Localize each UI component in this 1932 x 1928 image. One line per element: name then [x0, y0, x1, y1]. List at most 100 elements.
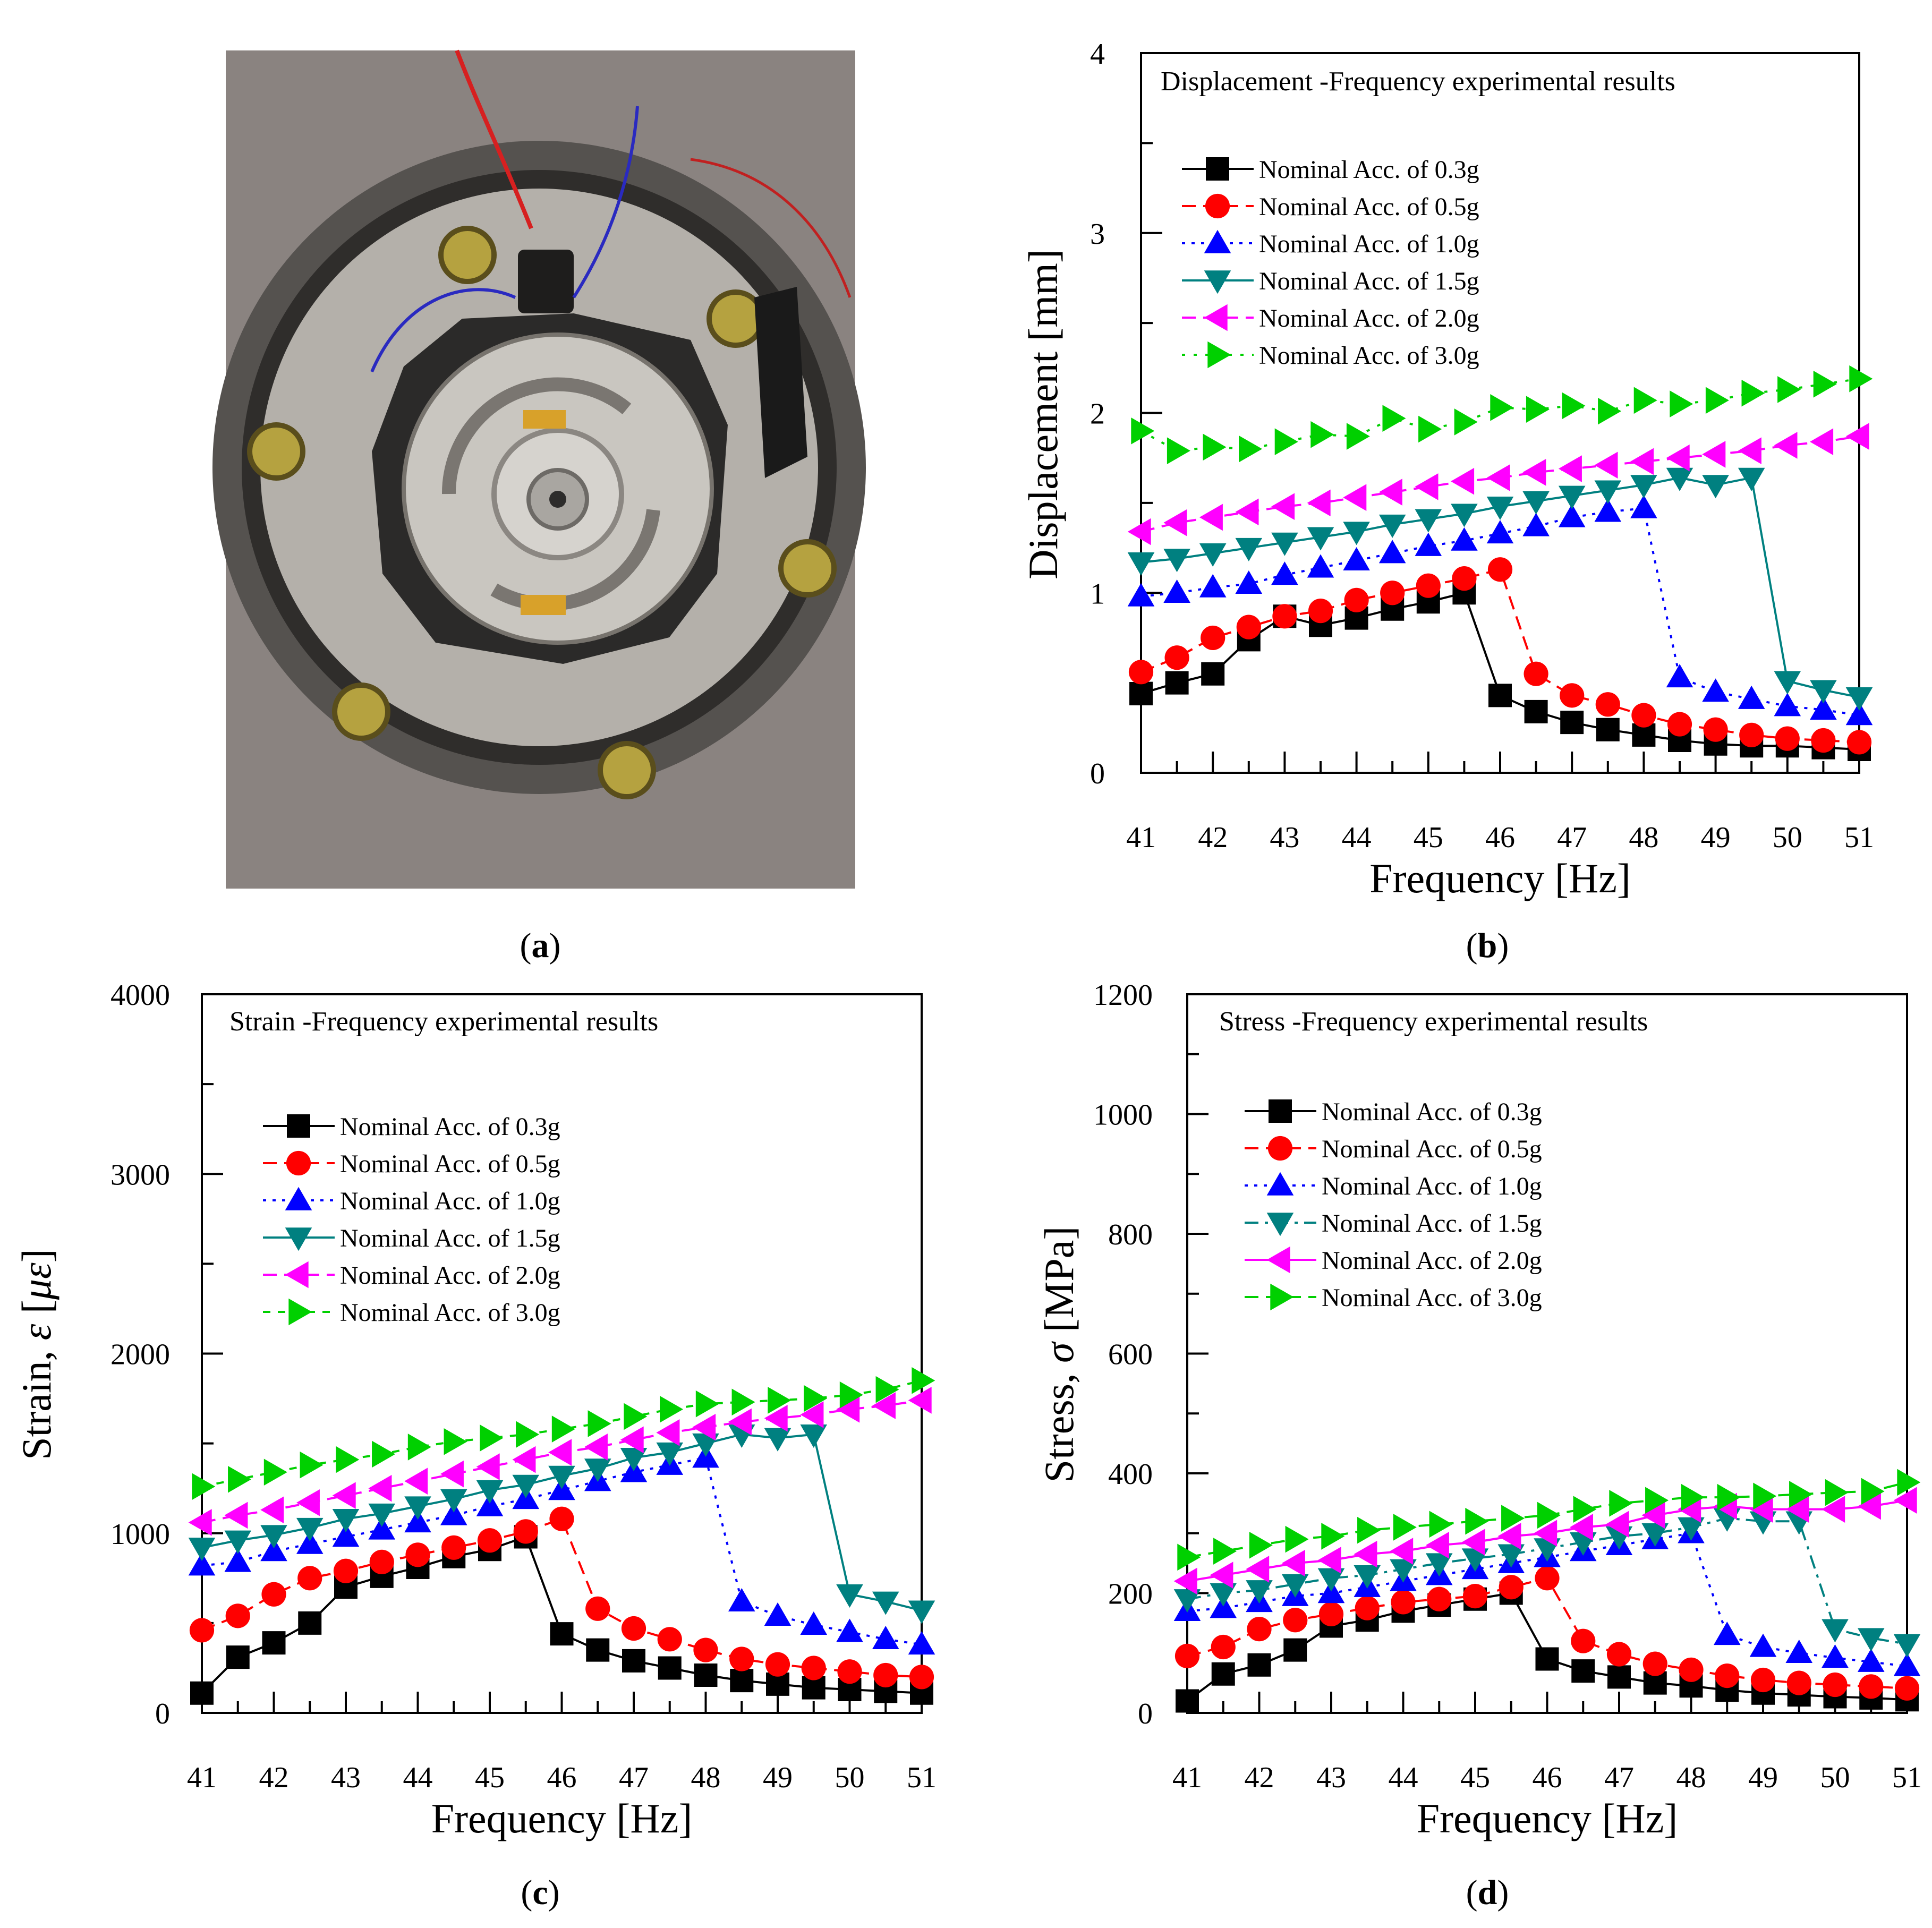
legend-entry: Nominal Acc. of 0.3g [1182, 156, 1479, 184]
data-point [1632, 723, 1656, 747]
data-point [1558, 485, 1586, 509]
data-point [1774, 671, 1801, 695]
data-point [1425, 1553, 1453, 1577]
chart-title: Strain -Frequency experimental results [229, 1006, 658, 1037]
data-point [1247, 1617, 1272, 1642]
data-point [1641, 1523, 1669, 1547]
legend-marker [287, 1114, 310, 1138]
data-point [764, 1428, 791, 1452]
data-point [332, 1482, 356, 1509]
legend-entry: Nominal Acc. of 1.5g [263, 1224, 560, 1252]
data-point [1129, 681, 1153, 705]
series-s30 [192, 1367, 935, 1500]
data-point [1378, 540, 1406, 564]
data-point [695, 1390, 719, 1418]
data-point [1177, 1543, 1201, 1571]
data-point [262, 1631, 286, 1655]
data-point [1678, 1517, 1705, 1541]
legend-entry: Nominal Acc. of 1.5g [1182, 267, 1479, 295]
data-point [1717, 1483, 1741, 1511]
data-point [1317, 1547, 1341, 1574]
series-line [1141, 568, 1860, 744]
data-point [729, 1647, 754, 1671]
data-point [1390, 1559, 1417, 1583]
data-point [512, 1446, 536, 1473]
data-point [1487, 557, 1513, 582]
data-point [1630, 494, 1657, 518]
data-point [1845, 687, 1873, 711]
data-point [476, 1480, 504, 1504]
data-point [1631, 703, 1656, 728]
data-point [1605, 1511, 1629, 1538]
data-point [1454, 408, 1478, 436]
y-axis-label-bracket: [ [13, 1300, 59, 1324]
data-point [912, 1367, 935, 1394]
data-point [260, 1538, 287, 1562]
data-point [1486, 464, 1510, 491]
data-point [838, 1678, 862, 1702]
data-point [1774, 693, 1801, 716]
data-point [656, 1419, 680, 1446]
legend-marker [1205, 193, 1230, 219]
photo-strain-gauge [521, 595, 566, 615]
data-point [1461, 1548, 1489, 1572]
x-tick-label: 46 [547, 1761, 577, 1794]
legend-entry: Nominal Acc. of 1.0g [263, 1187, 560, 1215]
data-point [1318, 1601, 1344, 1627]
data-point [620, 1426, 644, 1454]
data-point [1630, 475, 1657, 499]
y-tick-label: 800 [1108, 1218, 1153, 1251]
data-point [1239, 435, 1263, 463]
caption-d: (d) [1466, 1873, 1509, 1912]
x-tick-label: 47 [1557, 821, 1587, 854]
data-point [1715, 1663, 1740, 1688]
data-point [516, 1421, 540, 1448]
data-point [263, 1458, 287, 1486]
x-tick-label: 51 [1892, 1761, 1922, 1794]
data-point [1283, 1638, 1307, 1662]
legend-label: Nominal Acc. of 0.3g [340, 1113, 560, 1141]
data-point [1596, 718, 1620, 741]
series-s05 [1128, 557, 1872, 755]
data-point [1451, 527, 1478, 551]
data-point [1738, 437, 1761, 464]
data-point [1203, 433, 1227, 461]
data-point [1425, 1532, 1449, 1559]
data-point [1569, 1514, 1593, 1541]
data-point [550, 1622, 574, 1646]
data-point [766, 1672, 789, 1696]
legend-entry: Nominal Acc. of 0.3g [1245, 1098, 1542, 1126]
series-s10 [1127, 494, 1873, 726]
data-point [764, 1404, 788, 1432]
data-point [1497, 1523, 1521, 1550]
legend-entry: Nominal Acc. of 2.0g [1245, 1246, 1542, 1275]
data-point [1670, 390, 1693, 417]
data-point [1558, 504, 1586, 527]
data-point [909, 1665, 934, 1690]
data-point [1785, 1639, 1813, 1663]
y-tick-label: 3000 [110, 1158, 170, 1191]
legend-label: Nominal Acc. of 0.5g [340, 1150, 560, 1178]
data-point [1845, 423, 1869, 450]
legend-marker [285, 1187, 312, 1210]
data-point [1786, 1670, 1811, 1695]
data-point [1810, 680, 1837, 704]
data-point [1127, 583, 1155, 607]
data-point [1131, 417, 1155, 445]
data-point [1535, 1647, 1559, 1671]
data-point [1249, 1532, 1273, 1559]
data-point [1281, 1549, 1305, 1577]
displacement-chart: Displacement -Frequency experimental res… [1020, 38, 1874, 901]
data-point [512, 1474, 540, 1498]
x-tick-label: 41 [1126, 821, 1156, 854]
data-point [1702, 475, 1729, 499]
series-s30 [1177, 1469, 1921, 1571]
legend-entry: Nominal Acc. of 2.0g [1182, 304, 1479, 332]
x-tick-label: 43 [1270, 821, 1299, 854]
data-point [586, 1638, 610, 1662]
data-point [1235, 538, 1263, 561]
data-point [1501, 1505, 1525, 1532]
data-point [1667, 712, 1692, 737]
data-point [1713, 1622, 1741, 1645]
data-point [1357, 1516, 1381, 1544]
